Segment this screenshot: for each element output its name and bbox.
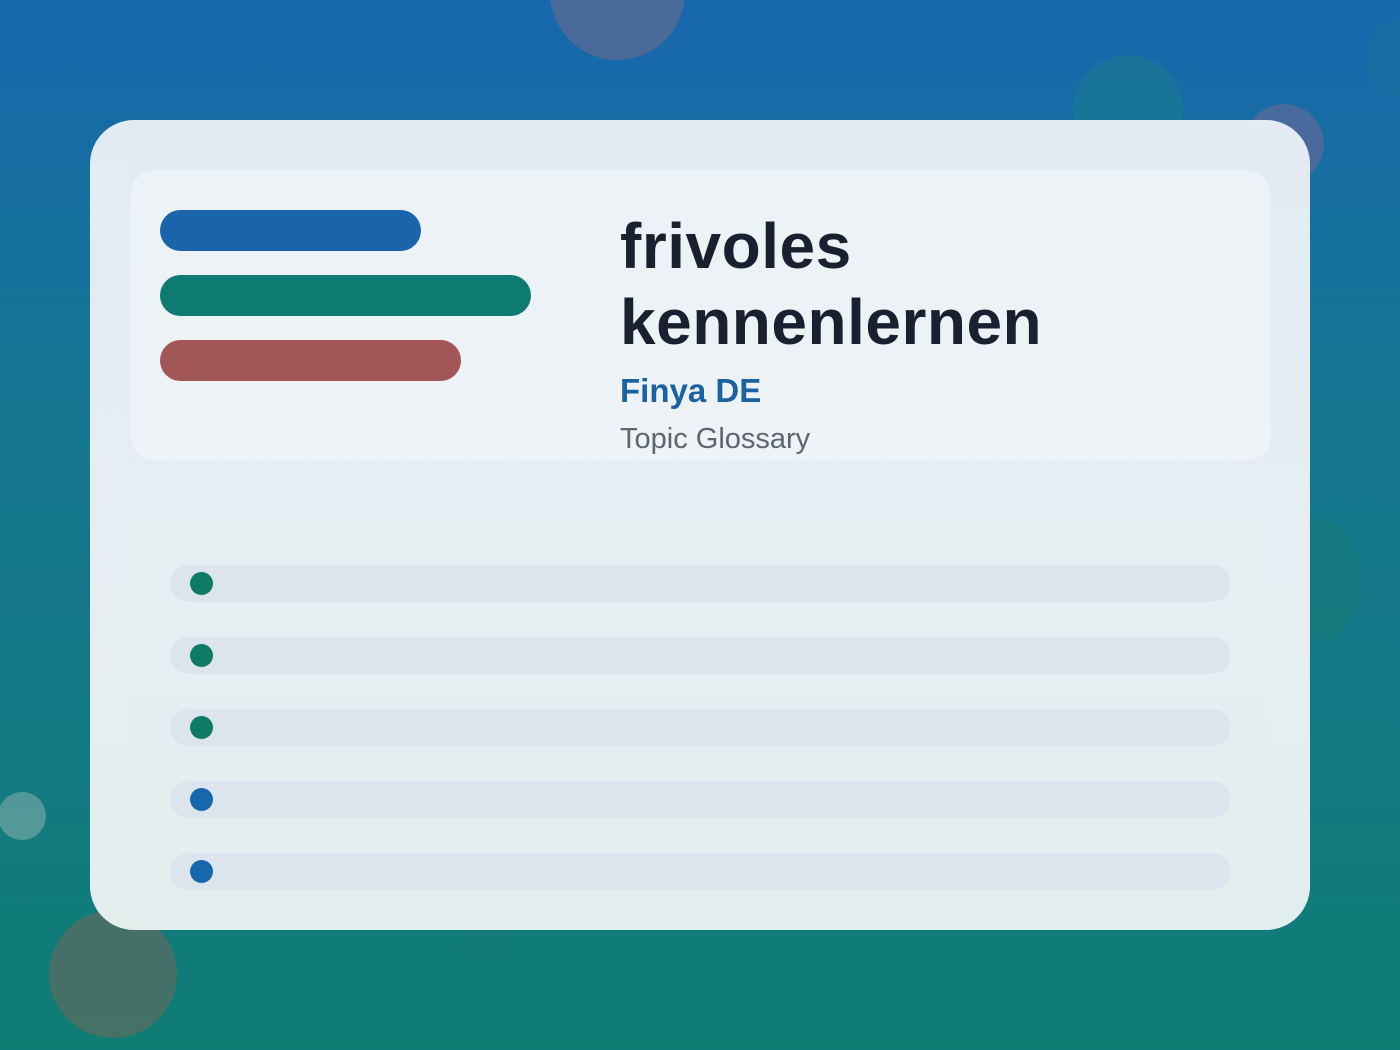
list-item <box>170 565 1231 602</box>
bullet-dot <box>190 716 213 739</box>
list-item <box>170 853 1231 890</box>
bullet-dot <box>190 860 213 883</box>
list-item <box>170 709 1231 746</box>
brand-label: Finya DE <box>620 372 762 409</box>
legend-bar-red <box>160 340 461 381</box>
list-item <box>170 637 1231 674</box>
background-bubble <box>1365 18 1400 98</box>
glossary-card: frivoles kennenlernen Finya DE Topic Glo… <box>90 120 1310 930</box>
page-title: frivoles kennenlernen <box>620 210 1043 358</box>
hero-panel: frivoles kennenlernen Finya DE Topic Glo… <box>130 170 1271 461</box>
background-bubble <box>0 792 46 840</box>
background-bubble <box>49 910 177 1038</box>
bullet-dot <box>190 572 213 595</box>
bullet-dot <box>190 788 213 811</box>
bullet-dot <box>190 644 213 667</box>
legend-bar-blue <box>160 210 421 251</box>
background-bubble <box>550 0 685 60</box>
subtitle-label: Topic Glossary <box>620 423 811 455</box>
legend-bar-green <box>160 275 531 316</box>
list-item <box>170 781 1231 818</box>
